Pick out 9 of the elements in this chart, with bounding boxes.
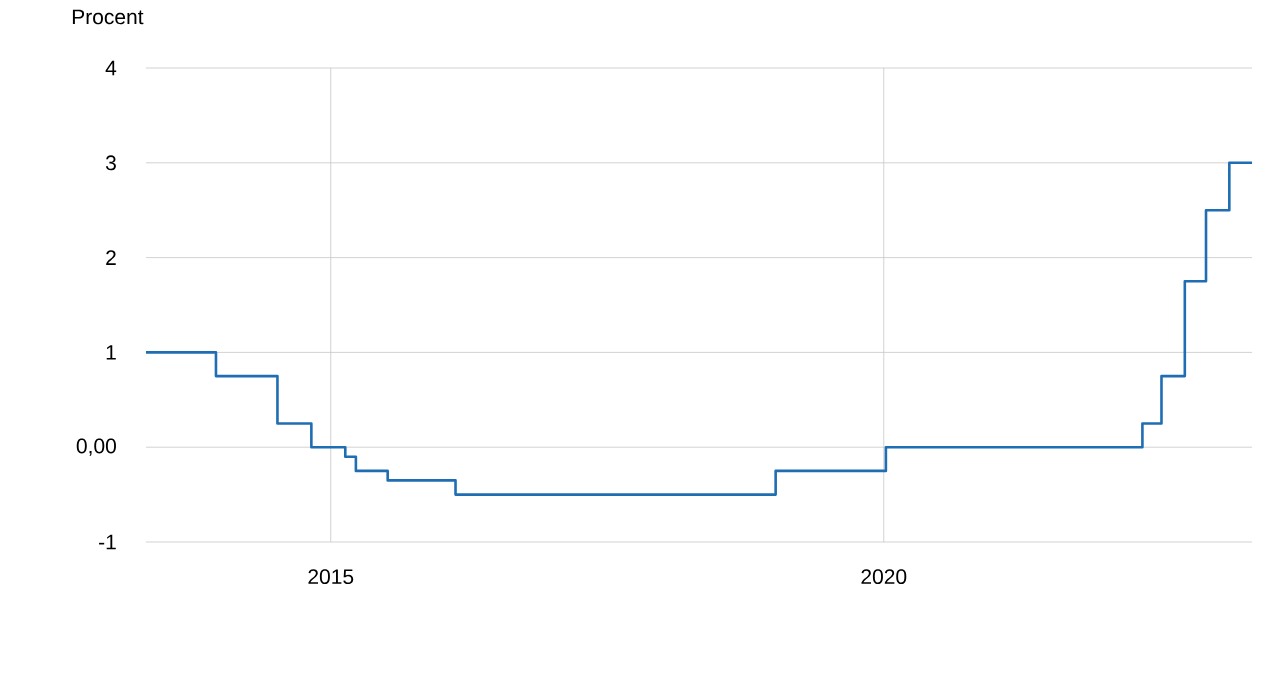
y-axis-title: Procent [72,9,144,25]
x-tick-label: 2015 [308,569,354,585]
y-tick-label: 2 [106,250,116,265]
y-tick-label: 3 [105,155,116,171]
y-tick-label: 0,00 [76,438,116,456]
y-tick-label: -1 [99,534,116,550]
x-tick-label: 2020 [861,569,907,585]
y-tick-label: 1 [106,345,116,360]
y-tick-label: 4 [105,60,117,76]
